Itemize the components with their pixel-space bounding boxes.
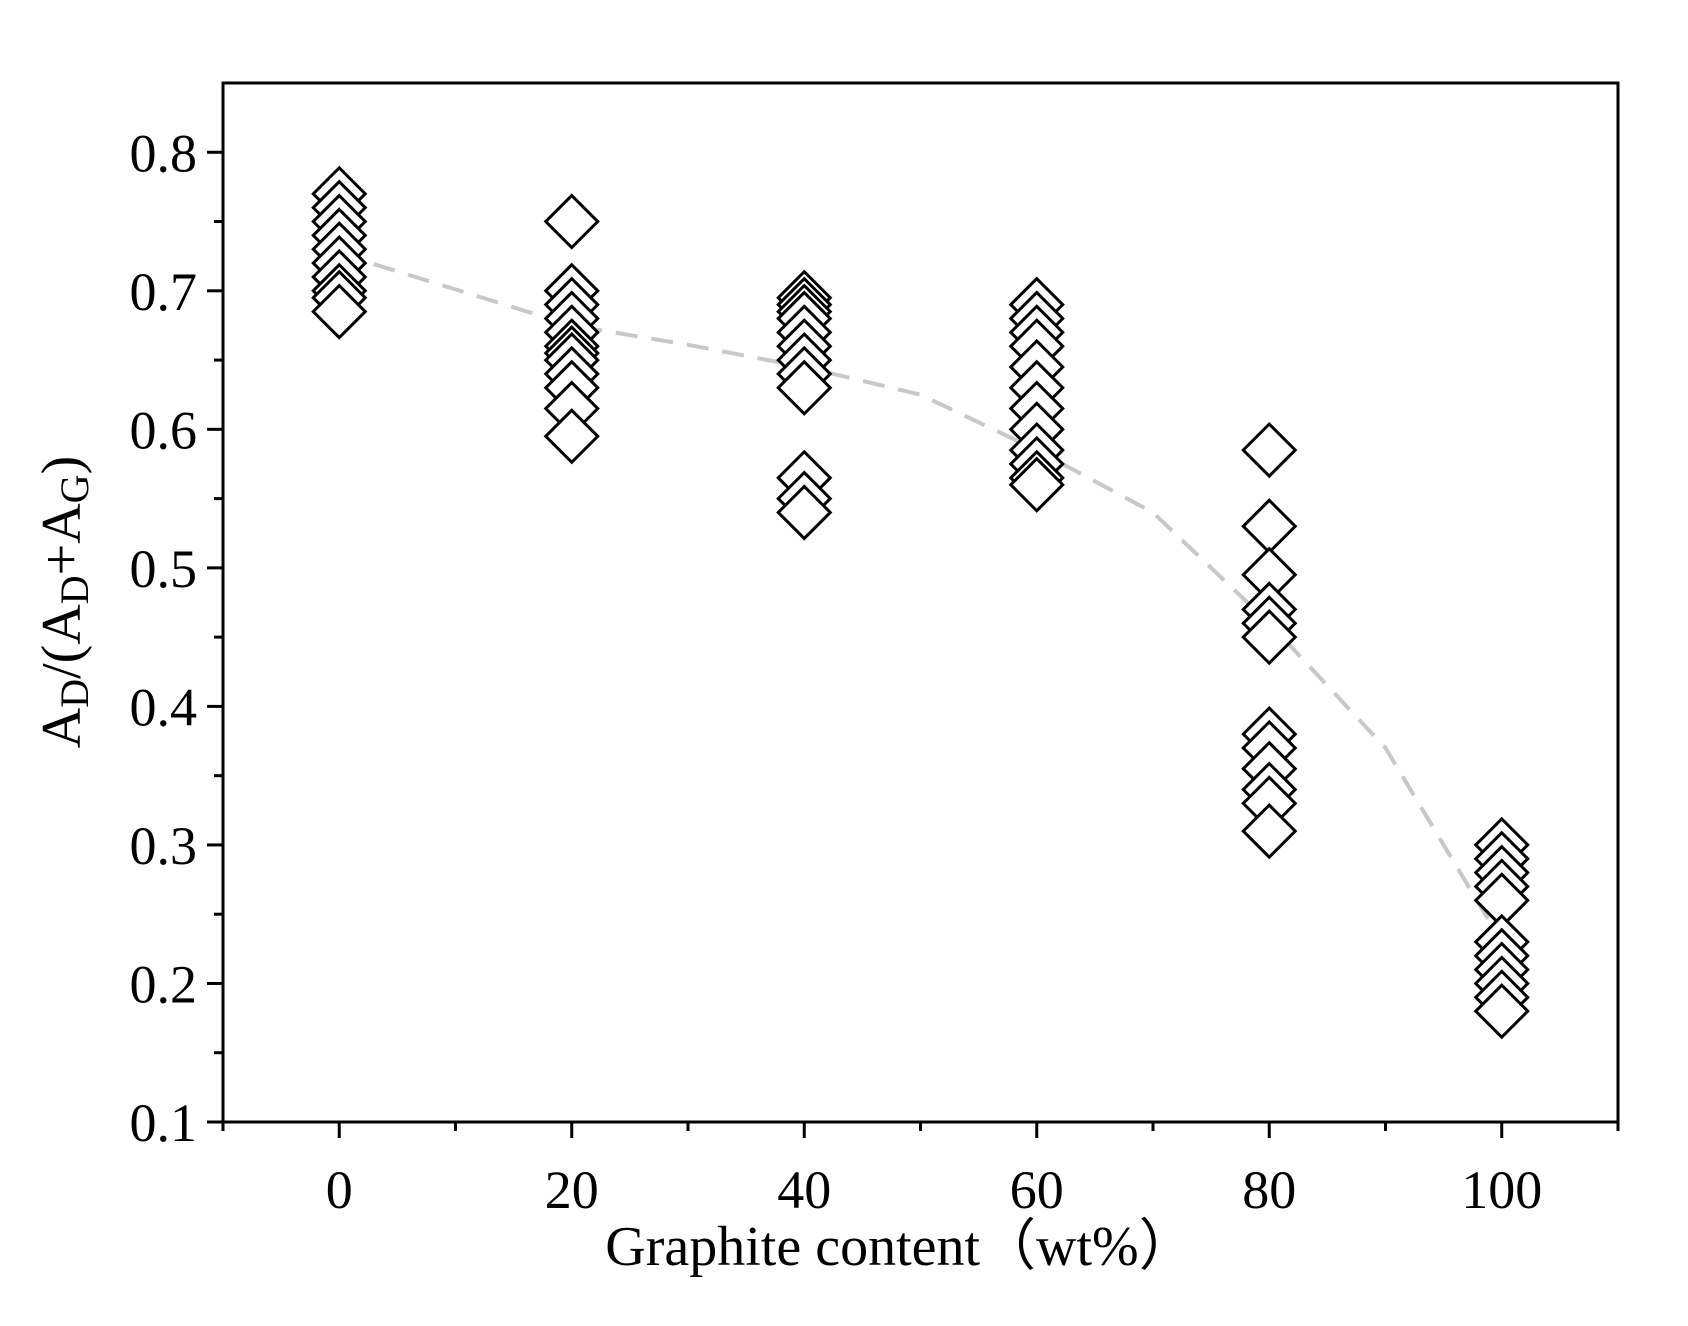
trendline-layer: [338, 251, 1504, 943]
x-tick-label: 80: [1242, 1160, 1296, 1220]
y-tick-label: 0.7: [130, 262, 198, 322]
y-title-part: /(A: [31, 604, 93, 679]
plot-frame: [221, 81, 1620, 1124]
diamond-marker: [1241, 802, 1298, 860]
y-title-part: +A: [31, 503, 93, 576]
diamond-marker: [311, 283, 368, 340]
axis-ticks: [207, 150, 1620, 1138]
y-title-subscript: G: [52, 474, 97, 503]
x-tick-label: 0: [326, 1160, 353, 1220]
y-tick-label: 0.4: [130, 677, 198, 737]
diamond-marker: [1241, 609, 1298, 666]
x-axis-title: Graphite content（wt%）: [605, 1216, 1194, 1278]
diamond-marker: [543, 408, 600, 465]
x-tick-label: 60: [1010, 1160, 1064, 1220]
y-tick-label: 0.3: [130, 816, 198, 876]
y-title-subscript: D: [52, 575, 97, 604]
trend-line: [338, 251, 1504, 943]
y-tick-label: 0.6: [130, 400, 198, 460]
y-tick-label: 0.2: [130, 954, 198, 1014]
y-axis-title: AD/(AD+AG): [31, 456, 97, 748]
diamond-marker: [1008, 456, 1065, 513]
y-title-part: A: [31, 707, 93, 748]
y-title-subscript: D: [52, 679, 97, 708]
diamond-marker: [1241, 421, 1298, 479]
x-tick-label: 40: [777, 1160, 831, 1220]
y-tick-label: 0.1: [130, 1093, 198, 1153]
data-points: [311, 165, 1530, 1040]
diamond-marker: [1241, 498, 1298, 555]
x-tick-label: 20: [545, 1160, 599, 1220]
x-tick-label: 100: [1461, 1160, 1542, 1220]
diamond-marker: [1473, 983, 1530, 1040]
y-tick-label: 0.5: [130, 539, 198, 599]
tick-labels: 0 20 40 60 80 100 0.1 0.2 0.3 0.4 0.5 0.6 0.7 0.8: [130, 123, 1543, 1220]
diamond-marker: [776, 359, 833, 416]
diamond-marker: [543, 193, 600, 250]
y-tick-label: 0.8: [130, 123, 198, 183]
diamond-marker: [776, 484, 833, 541]
y-title-part: ): [31, 456, 93, 475]
